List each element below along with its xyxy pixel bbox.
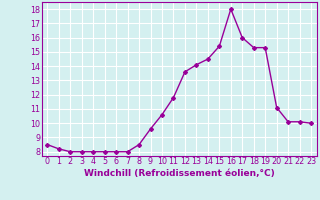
X-axis label: Windchill (Refroidissement éolien,°C): Windchill (Refroidissement éolien,°C): [84, 169, 275, 178]
